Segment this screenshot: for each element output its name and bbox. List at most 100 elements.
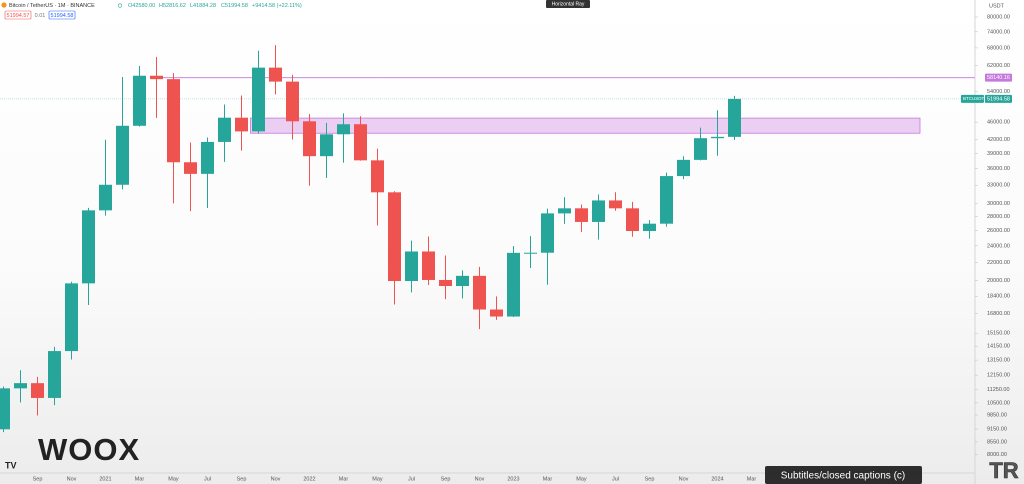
y-tick-label: 14150.00 xyxy=(987,344,1010,350)
candle-body xyxy=(184,162,197,174)
ohlc-close: C51994.58 xyxy=(221,3,248,9)
y-tick-label: 80000.00 xyxy=(987,14,1010,20)
candle-body xyxy=(82,210,95,284)
woox-logo: WOOX xyxy=(38,432,140,467)
y-tick-label: 33000.00 xyxy=(987,183,1010,189)
x-tick-label: Mar xyxy=(543,476,553,482)
sell-price: 51994.57 xyxy=(7,13,30,19)
x-tick-label: Nov xyxy=(271,476,281,482)
x-tick-label: 2021 xyxy=(99,476,111,482)
zone-rectangle xyxy=(250,117,921,134)
x-tick-label: Sep xyxy=(33,476,43,482)
y-tick-label: 8550.00 xyxy=(987,439,1007,445)
candle-body xyxy=(711,136,724,139)
candle-body xyxy=(405,251,418,281)
y-tick-label: 36000.00 xyxy=(987,166,1010,172)
y-tick-label: 11250.00 xyxy=(987,387,1010,393)
x-tick-label: Mar xyxy=(747,476,757,482)
y-tick-label: 16800.00 xyxy=(987,311,1010,317)
candle-body xyxy=(354,124,367,161)
candle-body xyxy=(14,383,27,389)
y-tick-label: 54000.00 xyxy=(987,89,1010,95)
candle-body xyxy=(643,223,656,232)
candle-body xyxy=(371,160,384,193)
candle-body xyxy=(524,252,537,254)
candle-body xyxy=(388,192,401,281)
candle-body xyxy=(269,67,282,82)
x-tick-label: Sep xyxy=(645,476,655,482)
ohlc-low: L41884.28 xyxy=(190,3,216,9)
x-tick-label: Nov xyxy=(679,476,689,482)
y-tick-label: 39000.00 xyxy=(987,151,1010,157)
ohlc-high: H52816.62 xyxy=(159,3,186,9)
y-tick-label: 15150.00 xyxy=(987,331,1010,337)
candle-body xyxy=(320,134,333,157)
tooltip: Horizontal Ray xyxy=(552,2,585,8)
y-tick-label: 46000.00 xyxy=(987,120,1010,126)
x-tick-label: Jul xyxy=(408,476,415,482)
candle-body xyxy=(286,81,299,122)
y-tick-label: 74000.00 xyxy=(987,29,1010,35)
y-tick-label: 62000.00 xyxy=(987,63,1010,69)
candle-body xyxy=(677,159,690,177)
captions: Subtitles/closed captions (c) xyxy=(781,471,906,482)
sell-button[interactable] xyxy=(4,10,32,20)
candle-body xyxy=(150,75,163,80)
y-tick-label: 28000.00 xyxy=(987,214,1010,220)
y-tick-label: 13150.00 xyxy=(987,358,1010,364)
candle-body xyxy=(728,98,741,137)
x-tick-label: Jul xyxy=(612,476,619,482)
ohlc-legend: O42580.00 H52816.62 L41884.28 C51994.58 … xyxy=(128,3,302,9)
y-tick-label: 12150.00 xyxy=(987,373,1010,379)
y-tick-label: 42000.00 xyxy=(987,137,1010,143)
candle-body xyxy=(609,200,622,209)
y-tick-label: 68000.00 xyxy=(987,45,1010,51)
x-tick-label: 2022 xyxy=(303,476,315,482)
candle-body xyxy=(0,388,10,430)
x-tick-label: Mar xyxy=(135,476,145,482)
candle-body xyxy=(439,279,452,287)
candle-body xyxy=(473,275,486,310)
candle-body xyxy=(541,213,554,253)
candle-body xyxy=(218,117,231,142)
candle-body xyxy=(303,121,316,157)
symbol: Bitcoin / TetherUS · 1M · BINANCE xyxy=(9,3,95,9)
x-tick-label: Nov xyxy=(67,476,77,482)
captions-box xyxy=(765,466,922,484)
candle-body xyxy=(575,208,588,222)
tooltip-box xyxy=(546,0,590,8)
candle-body xyxy=(592,200,605,222)
candle-body xyxy=(507,252,520,317)
eye-icon[interactable] xyxy=(117,3,123,8)
currency: USDT xyxy=(989,3,1005,9)
x-tick-label: Nov xyxy=(475,476,485,482)
x-tick-label: May xyxy=(168,476,179,482)
candle-body xyxy=(337,124,350,135)
candle-body xyxy=(65,283,78,352)
candle-body xyxy=(456,275,469,287)
y-tick-label: 9850.00 xyxy=(987,412,1007,418)
last-price-tag xyxy=(985,94,1012,103)
candle-body xyxy=(201,141,214,174)
x-tick-label: Sep xyxy=(237,476,247,482)
candle-body xyxy=(626,208,639,232)
symbol-tag-box xyxy=(961,94,984,103)
spread: 0.01 xyxy=(35,13,46,19)
x-tick-label: 2023 xyxy=(507,476,519,482)
candle-body xyxy=(422,251,435,280)
x-tick-label: Sep xyxy=(441,476,451,482)
candle-body xyxy=(116,125,129,185)
y-tick-label: 9150.00 xyxy=(987,426,1007,432)
candle-body xyxy=(48,351,61,398)
candle-body xyxy=(133,75,146,126)
symbol-icon xyxy=(1,2,7,8)
y-tick-label: 10500.00 xyxy=(987,400,1010,406)
y-tick-label: 20000.00 xyxy=(987,278,1010,284)
buy-button[interactable] xyxy=(48,10,76,20)
ohlc-change: +9414.58 (+22.11%) xyxy=(252,3,302,9)
x-tick-label: Jul xyxy=(204,476,211,482)
last-price: 51994.58 xyxy=(987,96,1010,102)
y-tick-label: 8000.00 xyxy=(987,452,1007,458)
